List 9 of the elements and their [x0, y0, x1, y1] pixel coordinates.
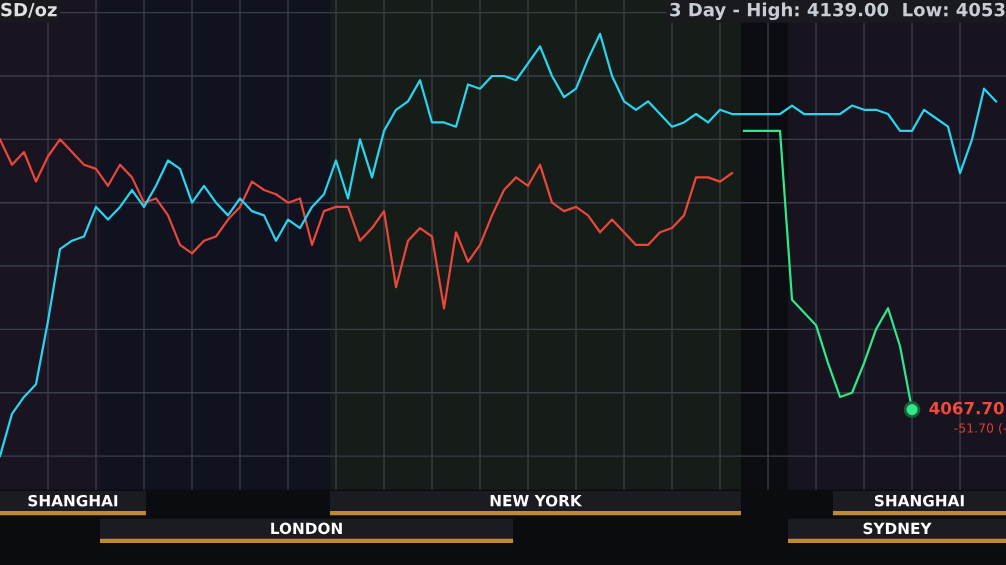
- annotation: 4067.70: [929, 401, 1004, 415]
- text: SHANGHAI: [874, 494, 964, 507]
- text: NEW YORK: [490, 494, 583, 507]
- annotation: -51.70 (-: [954, 423, 1006, 435]
- text: SHANGHAI: [28, 494, 118, 507]
- y-axis-title: SD/oz: [1, 2, 57, 18]
- text: SYDNEY: [863, 522, 932, 535]
- text: LONDON: [271, 522, 342, 535]
- chart-title: 3 Day - High: 4139.00 Low: 4053: [670, 2, 1005, 21]
